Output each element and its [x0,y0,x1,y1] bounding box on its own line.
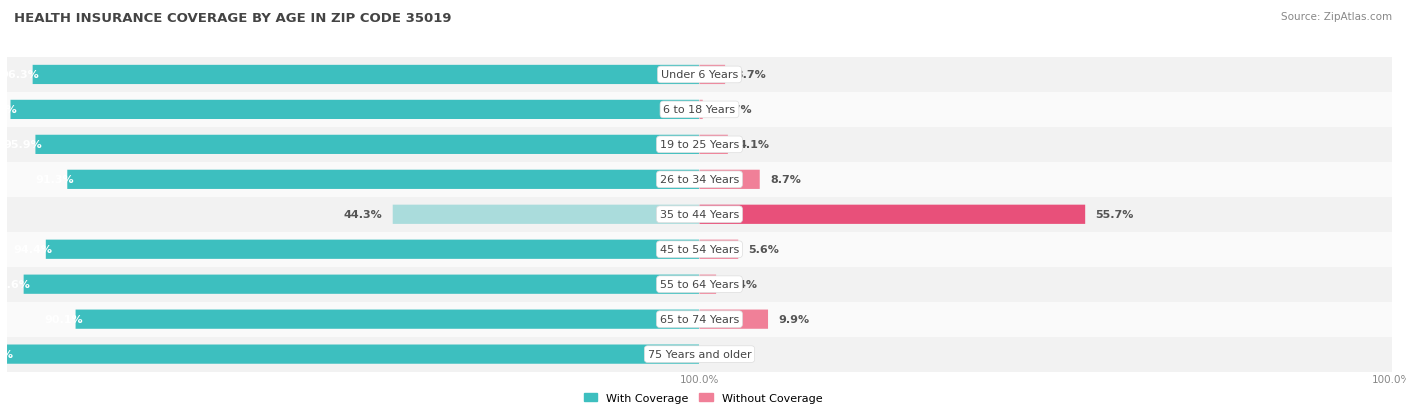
Text: 75 Years and older: 75 Years and older [648,349,751,359]
Text: 94.4%: 94.4% [14,244,53,255]
Text: 45 to 54 Years: 45 to 54 Years [659,244,740,255]
Bar [700,58,1392,93]
Bar [700,302,1392,337]
FancyBboxPatch shape [700,240,738,259]
Text: 2.4%: 2.4% [727,280,758,290]
Bar [7,93,700,128]
Text: 26 to 34 Years: 26 to 34 Years [659,175,740,185]
FancyBboxPatch shape [46,240,700,259]
Legend: With Coverage, Without Coverage: With Coverage, Without Coverage [579,389,827,408]
FancyBboxPatch shape [700,275,716,294]
FancyBboxPatch shape [76,310,700,329]
Bar [7,128,700,162]
Bar [7,58,700,93]
FancyBboxPatch shape [700,170,759,190]
Bar [7,162,700,197]
Text: 4.1%: 4.1% [738,140,769,150]
Text: HEALTH INSURANCE COVERAGE BY AGE IN ZIP CODE 35019: HEALTH INSURANCE COVERAGE BY AGE IN ZIP … [14,12,451,25]
FancyBboxPatch shape [392,205,700,224]
Text: 99.5%: 99.5% [0,105,17,115]
Bar [7,302,700,337]
FancyBboxPatch shape [700,310,768,329]
Bar [7,267,700,302]
Bar [7,197,700,232]
Bar [7,337,700,372]
FancyBboxPatch shape [24,275,700,294]
Text: 55 to 64 Years: 55 to 64 Years [659,280,740,290]
Bar [700,267,1392,302]
Text: 5.6%: 5.6% [748,244,779,255]
Bar [700,197,1392,232]
Text: 91.3%: 91.3% [35,175,75,185]
Text: 65 to 74 Years: 65 to 74 Years [659,314,740,324]
Bar [700,93,1392,128]
Bar [700,232,1392,267]
FancyBboxPatch shape [700,100,703,120]
Bar [700,162,1392,197]
FancyBboxPatch shape [32,66,700,85]
Text: 90.1%: 90.1% [44,314,83,324]
Text: 6 to 18 Years: 6 to 18 Years [664,105,735,115]
FancyBboxPatch shape [700,66,725,85]
Text: 0.47%: 0.47% [713,105,752,115]
Bar [700,128,1392,162]
Bar [7,232,700,267]
Text: 96.3%: 96.3% [1,70,39,80]
FancyBboxPatch shape [700,135,728,154]
Bar [700,337,1392,372]
FancyBboxPatch shape [7,345,700,364]
Text: 0.0%: 0.0% [710,349,741,359]
Text: 97.6%: 97.6% [0,280,31,290]
Text: 35 to 44 Years: 35 to 44 Years [659,210,740,220]
Text: 100.0%: 100.0% [0,349,14,359]
FancyBboxPatch shape [700,205,1085,224]
Text: 8.7%: 8.7% [770,175,801,185]
FancyBboxPatch shape [10,100,700,120]
Text: 55.7%: 55.7% [1095,210,1135,220]
Text: 19 to 25 Years: 19 to 25 Years [659,140,740,150]
Text: 9.9%: 9.9% [779,314,810,324]
Text: Source: ZipAtlas.com: Source: ZipAtlas.com [1281,12,1392,22]
Text: Under 6 Years: Under 6 Years [661,70,738,80]
Text: 3.7%: 3.7% [735,70,766,80]
FancyBboxPatch shape [67,170,700,190]
FancyBboxPatch shape [35,135,700,154]
Text: 44.3%: 44.3% [343,210,382,220]
Text: 95.9%: 95.9% [4,140,42,150]
